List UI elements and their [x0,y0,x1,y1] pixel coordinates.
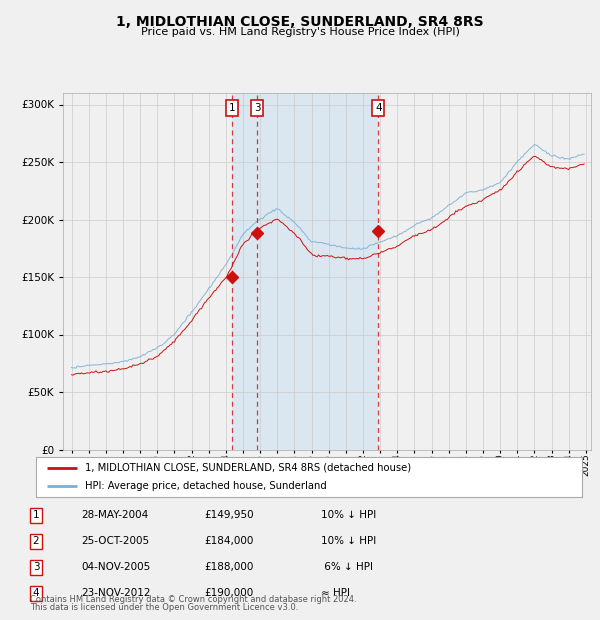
Text: 28-MAY-2004: 28-MAY-2004 [81,510,148,520]
Text: 4: 4 [32,588,40,598]
Text: 3: 3 [32,562,40,572]
Text: 4: 4 [375,103,382,113]
Text: Contains HM Land Registry data © Crown copyright and database right 2024.: Contains HM Land Registry data © Crown c… [30,595,356,604]
Text: 1: 1 [229,103,236,113]
Text: 1, MIDLOTHIAN CLOSE, SUNDERLAND, SR4 8RS: 1, MIDLOTHIAN CLOSE, SUNDERLAND, SR4 8RS [116,16,484,30]
Text: 25-OCT-2005: 25-OCT-2005 [81,536,149,546]
Text: ≈ HPI: ≈ HPI [321,588,350,598]
Text: 2: 2 [32,536,40,546]
Text: 6% ↓ HPI: 6% ↓ HPI [321,562,373,572]
Text: HPI: Average price, detached house, Sunderland: HPI: Average price, detached house, Sund… [85,481,327,492]
Text: 1: 1 [32,510,40,520]
Text: £184,000: £184,000 [204,536,253,546]
Text: 10% ↓ HPI: 10% ↓ HPI [321,536,376,546]
Text: Price paid vs. HM Land Registry's House Price Index (HPI): Price paid vs. HM Land Registry's House … [140,27,460,37]
Text: £188,000: £188,000 [204,562,253,572]
Text: 1, MIDLOTHIAN CLOSE, SUNDERLAND, SR4 8RS (detached house): 1, MIDLOTHIAN CLOSE, SUNDERLAND, SR4 8RS… [85,463,411,473]
Bar [232,93,378,450]
Text: £149,950: £149,950 [204,510,254,520]
Text: 23-NOV-2012: 23-NOV-2012 [81,588,151,598]
Text: 10% ↓ HPI: 10% ↓ HPI [321,510,376,520]
Text: 3: 3 [254,103,261,113]
Text: 04-NOV-2005: 04-NOV-2005 [81,562,150,572]
Text: This data is licensed under the Open Government Licence v3.0.: This data is licensed under the Open Gov… [30,603,298,612]
Text: £190,000: £190,000 [204,588,253,598]
